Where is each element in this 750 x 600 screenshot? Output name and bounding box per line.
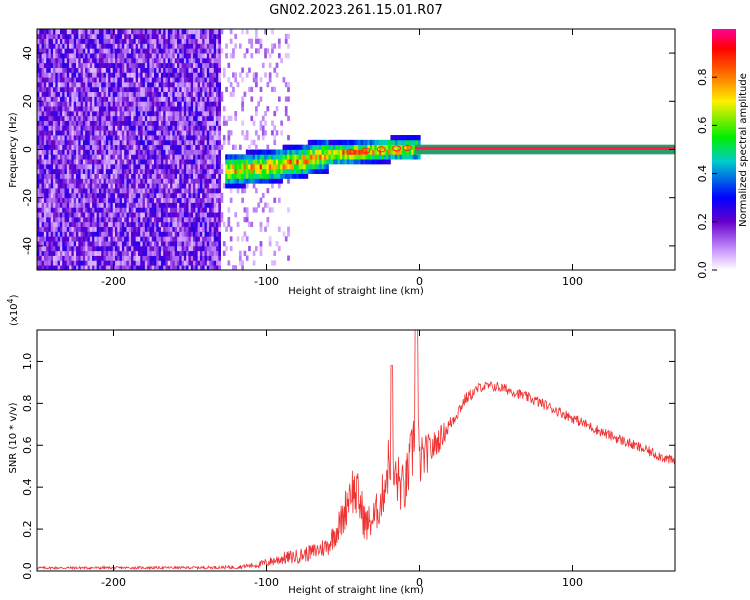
y-tick-label: 0.4 xyxy=(21,478,34,496)
snr-y-multiplier-exponent: 4 xyxy=(6,298,15,303)
x-tick-label: -100 xyxy=(254,275,279,288)
spectrogram-y-ticks: -40 -20 0 20 40 xyxy=(21,46,675,255)
snr-series-line xyxy=(37,330,675,571)
track-marker xyxy=(346,148,356,155)
y-tick-label: 20 xyxy=(21,94,34,108)
colorbar-tick-label: 0.4 xyxy=(696,165,709,183)
snr-y-label: SNR (10 * v/v) xyxy=(8,402,19,473)
x-tick-label: -100 xyxy=(254,576,279,589)
colorbar-tick-label: 0.6 xyxy=(696,117,709,134)
y-tick-label: 0.0 xyxy=(21,562,34,580)
y-tick-label: 1.0 xyxy=(21,353,34,371)
x-tick-label: 100 xyxy=(562,576,583,589)
colorbar-label: Normalized spectral amplitude xyxy=(738,73,749,227)
spectrogram-x-ticks: -200 -100 0 100 xyxy=(101,29,583,288)
snr-y-ticks: 0.0 0.2 0.4 0.6 0.8 1.0 xyxy=(21,353,675,580)
snr-x-label: Height of straight line (km) xyxy=(288,585,424,596)
colorbar-tick-label: 0.2 xyxy=(696,213,709,231)
y-tick-label: 0.8 xyxy=(21,395,34,413)
snr-x-ticks: -200 -100 0 100 xyxy=(101,330,583,589)
y-tick-label: 0 xyxy=(21,146,34,153)
track-marker xyxy=(376,146,386,153)
x-tick-label: 0 xyxy=(416,275,423,288)
track-marker xyxy=(361,147,371,154)
y-tick-label: -40 xyxy=(21,237,34,255)
spectrogram-x-label: Height of straight line (km) xyxy=(288,286,424,297)
snr-frame xyxy=(36,329,676,572)
y-tick-label: -20 xyxy=(21,189,34,207)
colorbar-tick-label: 0.8 xyxy=(696,68,709,86)
colorbar-gradient xyxy=(712,29,736,270)
x-tick-label: 0 xyxy=(416,576,423,589)
spectrogram-y-label: Frequency (Hz) xyxy=(8,112,19,188)
snr-y-multiplier: (x104) xyxy=(6,294,20,326)
spectrogram-cells xyxy=(37,29,675,270)
y-tick-label: 0.2 xyxy=(21,520,34,538)
x-tick-label: 100 xyxy=(562,275,583,288)
x-tick-label: -200 xyxy=(101,275,126,288)
figure-title: GN02.2023.261.15.01.R07 xyxy=(269,3,443,18)
track-marker xyxy=(402,144,412,151)
track-marker xyxy=(392,145,402,152)
y-tick-label: 40 xyxy=(21,46,34,60)
colorbar-tick-label: 0.0 xyxy=(696,261,709,279)
colorbar-ticks: 0.0 0.2 0.4 0.6 0.8 xyxy=(696,68,717,279)
signal-band-core xyxy=(414,146,675,150)
snr-panel: -200 -100 0 100 0.0 0.2 0.4 0.6 0.8 1.0 Height o… xyxy=(6,294,676,596)
y-tick-label: 0.6 xyxy=(21,437,34,455)
x-tick-label: -200 xyxy=(101,576,126,589)
colorbar: 0.0 0.2 0.4 0.6 0.8 Normalized spectral ampl… xyxy=(696,29,749,279)
